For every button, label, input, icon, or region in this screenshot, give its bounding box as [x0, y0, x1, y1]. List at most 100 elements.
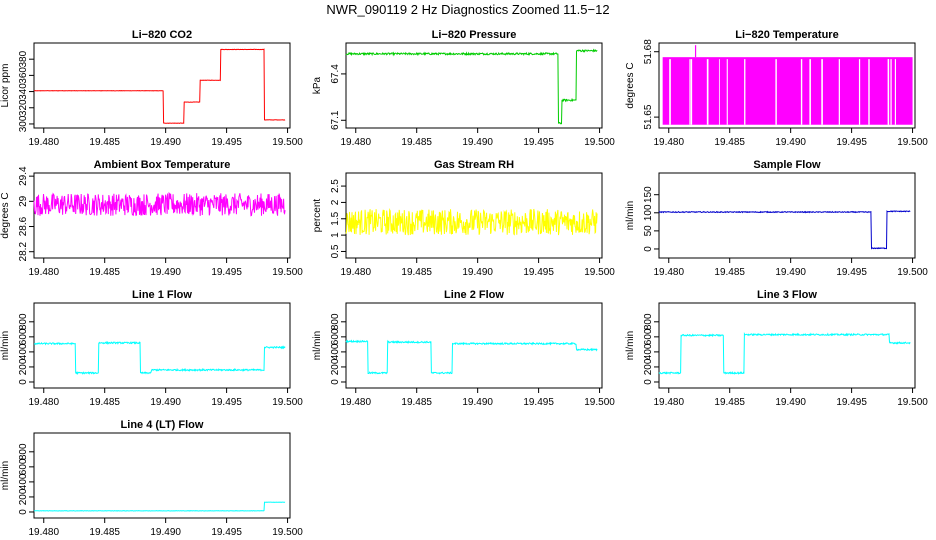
y-tick-label: 400	[330, 343, 341, 360]
y-tick-label: 0	[18, 379, 29, 385]
x-tick-label: 19.490	[150, 267, 181, 278]
x-tick-label: 19.495	[836, 137, 867, 148]
series-line	[33, 340, 286, 375]
x-tick-label: 19.500	[584, 397, 615, 408]
y-tick-label: 0	[18, 509, 29, 515]
chart-title: Li−820 Temperature	[735, 29, 838, 41]
chart-title: Line 3 Flow	[757, 289, 817, 301]
series-line	[345, 207, 598, 236]
chart-title: Line 4 (LT) Flow	[121, 419, 204, 431]
series-line	[345, 48, 598, 125]
x-tick-label: 19.500	[897, 397, 928, 408]
y-tick-label: 600	[18, 458, 29, 475]
x-tick-label: 19.480	[340, 267, 371, 278]
series-line	[658, 332, 911, 375]
y-tick-label: 800	[330, 313, 341, 330]
x-tick-label: 19.480	[653, 397, 684, 408]
y-tick-label: 600	[643, 328, 654, 345]
series-line	[345, 339, 598, 375]
y-axis-label: degrees C	[0, 192, 11, 238]
y-tick-label: 150	[643, 186, 654, 203]
chart-title: Sample Flow	[753, 159, 821, 171]
y-tick-label: 600	[330, 328, 341, 345]
plot-frame	[33, 172, 291, 259]
y-axis-label: ml/min	[0, 461, 11, 490]
y-tick-label: 400	[18, 343, 29, 360]
x-tick-label: 19.485	[401, 267, 432, 278]
plot-frame	[33, 432, 291, 519]
x-tick-label: 19.495	[211, 267, 242, 278]
series-line	[658, 210, 911, 250]
x-tick-label: 19.490	[462, 397, 493, 408]
y-tick-label: 0	[330, 379, 341, 385]
chart-title: Gas Stream RH	[434, 159, 514, 171]
chart-title: Ambient Box Temperature	[94, 159, 231, 171]
x-tick-label: 19.485	[714, 137, 745, 148]
y-tick-label: 200	[643, 358, 654, 375]
x-tick-label: 19.500	[272, 527, 303, 538]
x-tick-label: 19.490	[462, 267, 493, 278]
y-axis-label: ml/min	[625, 201, 636, 230]
plot-frame	[33, 42, 291, 129]
y-tick-label: 0	[643, 379, 654, 385]
y-tick-label: 2.5	[330, 179, 341, 193]
y-tick-label: 340	[18, 83, 29, 100]
y-tick-label: 67.1	[330, 110, 341, 130]
chart-10: Line 4 (LT) Flow 19.480 19.485 19.490 19.495…	[0, 419, 303, 538]
chart-2: Li−820 Pressure 19.480 19.485 19.490 19.495 1…	[312, 29, 615, 148]
x-tick-label: 19.490	[150, 137, 181, 148]
y-tick-label: 360	[18, 67, 29, 84]
y-axis-label: ml/min	[0, 331, 11, 360]
y-tick-label: 400	[643, 343, 654, 360]
chart-4: Ambient Box Temperature 19.480 19.485 19.49…	[0, 159, 303, 278]
x-tick-label: 19.480	[340, 137, 371, 148]
x-tick-label: 19.490	[775, 137, 806, 148]
x-tick-label: 19.500	[272, 397, 303, 408]
x-tick-label: 19.485	[89, 527, 120, 538]
x-tick-label: 19.495	[836, 397, 867, 408]
y-axis-label: Licor ppm	[0, 64, 11, 108]
x-tick-label: 19.490	[775, 267, 806, 278]
y-tick-label: 29	[18, 195, 29, 207]
chart-title: Li−820 CO2	[132, 29, 192, 41]
x-tick-label: 19.495	[523, 267, 554, 278]
y-tick-label: 28.6	[18, 216, 29, 236]
y-tick-label: 28.2	[18, 242, 29, 262]
x-tick-label: 19.485	[714, 267, 745, 278]
y-tick-label: 100	[643, 204, 654, 221]
x-tick-label: 19.480	[653, 137, 684, 148]
x-tick-label: 19.495	[523, 397, 554, 408]
plot-frame	[658, 42, 916, 129]
y-axis-label: ml/min	[625, 331, 636, 360]
y-axis-label: kPa	[312, 76, 323, 94]
chart-title: Line 2 Flow	[444, 289, 504, 301]
x-tick-label: 19.495	[211, 527, 242, 538]
chart-7: Line 1 Flow 19.480 19.485 19.490 19.495 19.50…	[0, 289, 303, 408]
x-tick-label: 19.500	[272, 137, 303, 148]
x-tick-label: 19.485	[714, 397, 745, 408]
y-axis-label: degrees C	[625, 62, 636, 108]
plot-frame	[345, 42, 603, 129]
x-tick-label: 19.495	[836, 267, 867, 278]
x-tick-label: 19.485	[89, 267, 120, 278]
y-tick-label: 200	[18, 488, 29, 505]
y-tick-label: 200	[18, 358, 29, 375]
y-tick-label: 200	[330, 358, 341, 375]
chart-title: Li−820 Pressure	[432, 29, 517, 41]
chart-3: Li−820 Temperature 19.480 19.485 19.490 19.4…	[625, 29, 928, 148]
y-tick-label: 380	[18, 50, 29, 67]
y-tick-label: 51.68	[643, 39, 654, 64]
y-tick-label: 50	[643, 225, 654, 237]
chart-5: Gas Stream RH 19.480 19.485 19.490 19.495 19.…	[312, 159, 615, 278]
y-tick-label: 400	[18, 473, 29, 490]
x-tick-label: 19.500	[897, 267, 928, 278]
series-line	[33, 501, 286, 512]
y-tick-label: 300	[18, 115, 29, 132]
y-tick-label: 29.4	[18, 166, 29, 186]
x-tick-label: 19.500	[584, 267, 615, 278]
y-tick-label: 1	[330, 232, 341, 238]
x-tick-label: 19.480	[28, 527, 59, 538]
plot-frame	[658, 302, 916, 389]
x-tick-label: 19.490	[775, 397, 806, 408]
